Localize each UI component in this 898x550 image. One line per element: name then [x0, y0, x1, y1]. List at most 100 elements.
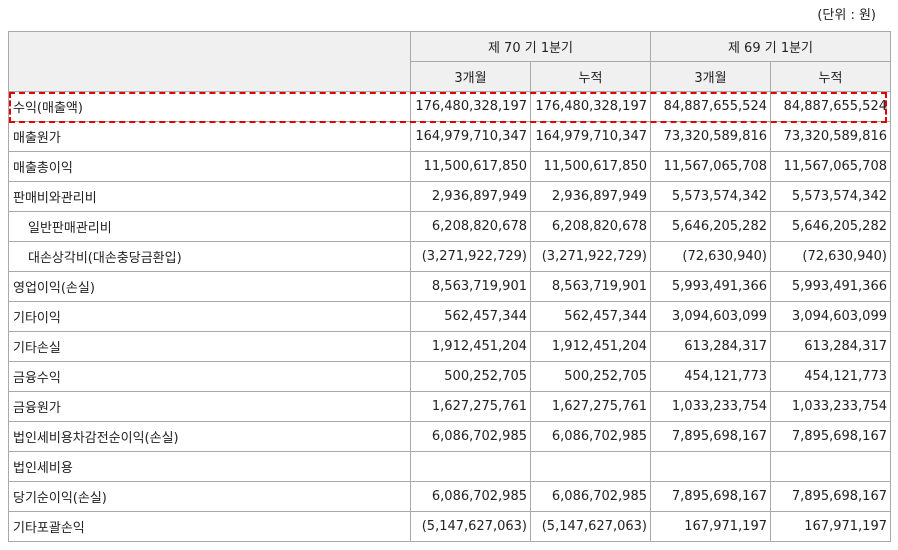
- row-value: 5,573,574,342: [770, 181, 891, 212]
- row-value: 2,936,897,949: [410, 181, 531, 212]
- row-value: 164,979,710,347: [530, 121, 651, 152]
- income-statement-table: 제 70 기 1분기 제 69 기 1분기 3개월 누적 3개월 누적 수익(매…: [8, 31, 891, 542]
- row-value: 1,912,451,204: [530, 331, 651, 362]
- row-value: 6,086,702,985: [530, 421, 651, 452]
- row-value: 1,033,233,754: [650, 391, 771, 422]
- row-label: 일반판매관리비: [8, 211, 411, 242]
- row-value: 7,895,698,167: [650, 481, 771, 512]
- row-value: 6,086,702,985: [410, 481, 531, 512]
- row-value: 7,895,698,167: [770, 481, 891, 512]
- row-value: (5,147,627,063): [410, 511, 531, 542]
- row-value: 5,993,491,366: [770, 271, 891, 302]
- table-row: 법인세비용: [8, 451, 891, 482]
- header-item-label: [8, 31, 411, 92]
- row-value: 613,284,317: [770, 331, 891, 362]
- header-sub-cumulative: 누적: [530, 61, 651, 92]
- table-row: 기타포괄손익 (5,147,627,063) (5,147,627,063) 167,…: [8, 511, 891, 542]
- row-label: 매출원가: [8, 121, 411, 152]
- row-value: 613,284,317: [650, 331, 771, 362]
- row-label: 법인세비용: [8, 451, 411, 482]
- row-value: [770, 451, 891, 482]
- row-value: 5,646,205,282: [770, 211, 891, 242]
- row-value: [410, 451, 531, 482]
- table-row: 일반판매관리비 6,208,820,678 6,208,820,678 5,646,2…: [8, 211, 891, 242]
- row-value: 84,887,655,524: [770, 91, 891, 122]
- table-row: 금융수익 500,252,705 500,252,705 454,121,773 454…: [8, 361, 891, 392]
- row-value: 6,208,820,678: [530, 211, 651, 242]
- row-value: (3,271,922,729): [410, 241, 531, 272]
- row-label: 기타이익: [8, 301, 411, 332]
- header-sub-3months: 3개월: [410, 61, 531, 92]
- row-value: 5,573,574,342: [650, 181, 771, 212]
- table-row: 영업이익(손실) 8,563,719,901 8,563,719,901 5,993,…: [8, 271, 891, 302]
- row-value: 84,887,655,524: [650, 91, 771, 122]
- table-row: 법인세비용차감전순이익(손실) 6,086,702,985 6,086,702,98…: [8, 421, 891, 452]
- row-value: 562,457,344: [530, 301, 651, 332]
- row-label: 판매비와관리비: [8, 181, 411, 212]
- table-row: 판매비와관리비 2,936,897,949 2,936,897,949 5,573,5…: [8, 181, 891, 212]
- row-value: 167,971,197: [770, 511, 891, 542]
- table-row: 기타이익 562,457,344 562,457,344 3,094,603,099 3…: [8, 301, 891, 332]
- row-value: 176,480,328,197: [410, 91, 531, 122]
- row-label: 금융원가: [8, 391, 411, 422]
- row-value: [530, 451, 651, 482]
- row-value: 6,208,820,678: [410, 211, 531, 242]
- row-value: 73,320,589,816: [770, 121, 891, 152]
- row-value: 3,094,603,099: [650, 301, 771, 332]
- row-value: 11,500,617,850: [410, 151, 531, 182]
- table-row: 당기순이익(손실) 6,086,702,985 6,086,702,985 7,895…: [8, 481, 891, 512]
- row-value: 11,500,617,850: [530, 151, 651, 182]
- row-value: 454,121,773: [650, 361, 771, 392]
- row-value: 500,252,705: [410, 361, 531, 392]
- row-label: 기타포괄손익: [8, 511, 411, 542]
- row-value: 5,646,205,282: [650, 211, 771, 242]
- header-row-sub: 3개월 누적 3개월 누적: [9, 61, 891, 92]
- table-row: 대손상각비(대손충당금환입) (3,271,922,729) (3,271,922,…: [8, 241, 891, 272]
- row-label: 법인세비용차감전순이익(손실): [8, 421, 411, 452]
- table-row: 기타손실 1,912,451,204 1,912,451,204 613,284,31…: [8, 331, 891, 362]
- row-value: 1,033,233,754: [770, 391, 891, 422]
- row-label: 대손상각비(대손충당금환입): [8, 241, 411, 272]
- row-value: 2,936,897,949: [530, 181, 651, 212]
- row-value: 1,627,275,761: [530, 391, 651, 422]
- row-value: 7,895,698,167: [770, 421, 891, 452]
- row-value: 1,912,451,204: [410, 331, 531, 362]
- row-value: 176,480,328,197: [530, 91, 651, 122]
- row-label: 매출총이익: [8, 151, 411, 182]
- row-value: 11,567,065,708: [650, 151, 771, 182]
- row-label: 기타손실: [8, 331, 411, 362]
- row-value: [650, 451, 771, 482]
- row-value: 454,121,773: [770, 361, 891, 392]
- row-value: 5,993,491,366: [650, 271, 771, 302]
- row-value: 6,086,702,985: [530, 481, 651, 512]
- row-label: 당기순이익(손실): [8, 481, 411, 512]
- unit-note: (단위 : 원): [817, 8, 876, 23]
- row-value: 8,563,719,901: [530, 271, 651, 302]
- table-body: 수익(매출액) 176,480,328,197 176,480,328,197 84,…: [8, 91, 891, 542]
- table-row: 금융원가 1,627,275,761 1,627,275,761 1,033,233,…: [8, 391, 891, 422]
- table-row: 매출총이익 11,500,617,850 11,500,617,850 11,567,…: [8, 151, 891, 182]
- row-value: (5,147,627,063): [530, 511, 651, 542]
- header-sub-3months: 3개월: [650, 61, 771, 92]
- row-value: 164,979,710,347: [410, 121, 531, 152]
- header-period-69: 제 69 기 1분기: [650, 31, 891, 62]
- row-value: (72,630,940): [770, 241, 891, 272]
- table-row: 매출원가 164,979,710,347 164,979,710,347 73,320…: [8, 121, 891, 152]
- row-value: 7,895,698,167: [650, 421, 771, 452]
- row-value: (72,630,940): [650, 241, 771, 272]
- row-value: 1,627,275,761: [410, 391, 531, 422]
- row-value: (3,271,922,729): [530, 241, 651, 272]
- header-sub-cumulative: 누적: [770, 61, 891, 92]
- row-value: 8,563,719,901: [410, 271, 531, 302]
- row-value: 500,252,705: [530, 361, 651, 392]
- row-value: 6,086,702,985: [410, 421, 531, 452]
- row-value: 562,457,344: [410, 301, 531, 332]
- row-value: 11,567,065,708: [770, 151, 891, 182]
- table-row: 수익(매출액) 176,480,328,197 176,480,328,197 84,…: [8, 91, 891, 122]
- row-value: 167,971,197: [650, 511, 771, 542]
- header-period-70: 제 70 기 1분기: [410, 31, 651, 62]
- row-value: 73,320,589,816: [650, 121, 771, 152]
- row-value: 3,094,603,099: [770, 301, 891, 332]
- header-row-periods: 제 70 기 1분기 제 69 기 1분기: [8, 31, 891, 92]
- row-label: 수익(매출액): [8, 91, 411, 122]
